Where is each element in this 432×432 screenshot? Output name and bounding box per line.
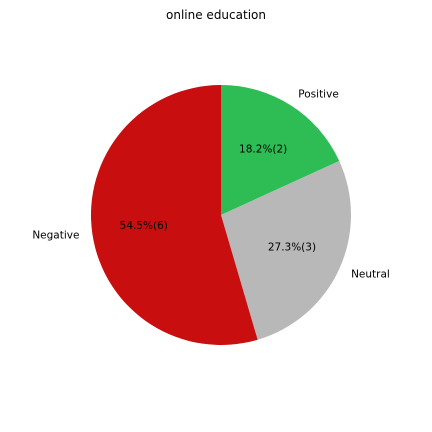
slice-label-positive: Positive [298,89,338,101]
pie-slice-positive [221,85,340,215]
slice-label-neutral: Neutral [351,268,390,280]
slice-percent-neutral: 27.3%(3) [268,241,316,253]
chart-title: online education [166,8,266,22]
pie-slice-neutral [221,161,351,340]
pie-labels: Positive 18.2%(2) Neutral 27.3%(3) Negative 5… [32,89,390,281]
pie-slices [90,85,351,346]
slice-label-negative: Negative [32,229,79,241]
pie-slice-negative [90,85,258,346]
slice-percent-positive: 18.2%(2) [239,143,287,155]
slice-percent-negative: 54.5%(6) [120,220,168,232]
